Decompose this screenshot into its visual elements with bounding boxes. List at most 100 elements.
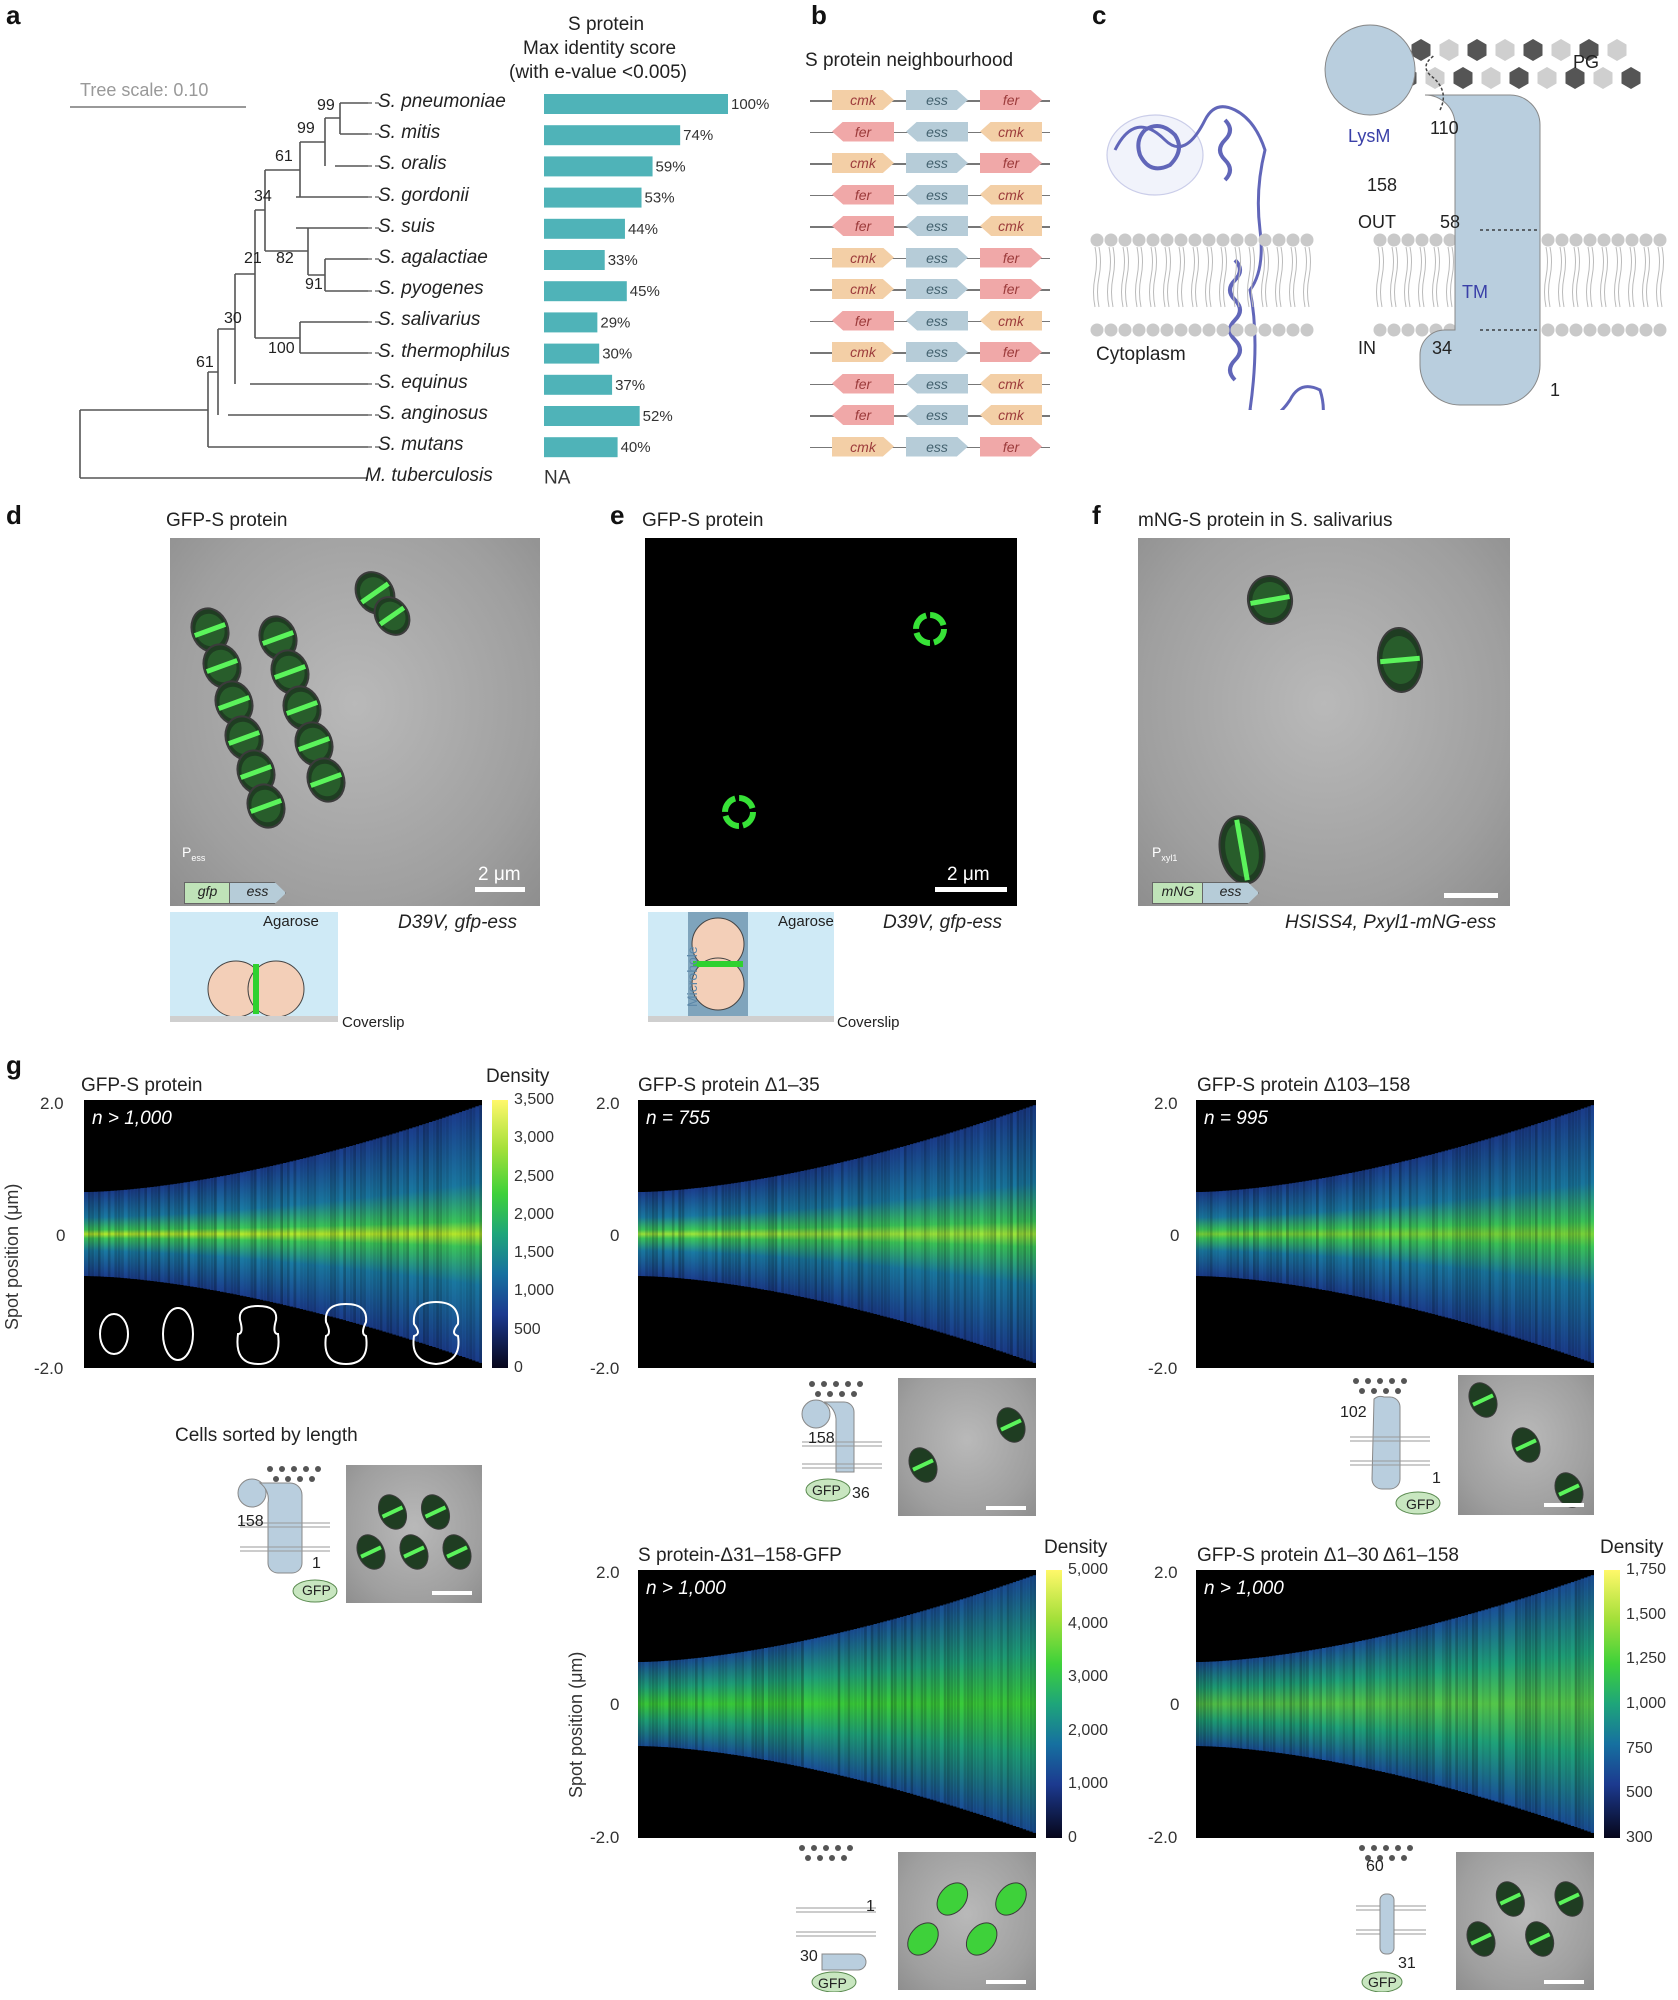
gene-ess: ess: [906, 279, 968, 299]
gene-cmk: cmk: [980, 184, 1042, 205]
identity-value-label: 52%: [643, 408, 673, 425]
identity-bar: [544, 343, 600, 364]
kymo5-schematic: [1356, 1845, 1426, 1992]
panel-label-d: d: [6, 500, 22, 530]
gene-ess: ess: [906, 342, 968, 362]
identity-bar: [544, 125, 681, 146]
kymograph-3: n = 995: [1196, 1100, 1594, 1368]
colorbar-tick: 1,250: [1626, 1650, 1667, 1668]
kymo2-n: n = 755: [646, 1108, 710, 1129]
kymo4-res-b: 1: [866, 1898, 875, 1915]
kymo1-title: GFP-S protein: [81, 1075, 203, 1096]
colorbar-tick: 3,500: [514, 1091, 555, 1108]
kymo3-res-a: 102: [1340, 1404, 1367, 1421]
panel-label-a: a: [6, 0, 21, 30]
gene-cmk: cmk: [980, 405, 1042, 425]
species-label: S. mitis: [378, 122, 441, 144]
in-label: IN: [1358, 338, 1376, 358]
tree-scale-bar: [70, 106, 246, 108]
identity-value-label: 44%: [628, 221, 658, 238]
kymo1-micrograph: [346, 1465, 482, 1603]
colorbar-tick: 1,750: [1626, 1561, 1667, 1578]
colorbar-tick: 500: [1626, 1784, 1653, 1802]
kymograph-4: n > 1,000: [638, 1570, 1036, 1838]
kymo2-micrograph: [898, 1378, 1036, 1516]
residue-1: 1: [1550, 380, 1561, 400]
identity-value-label: 33%: [608, 252, 638, 269]
kymo2-ytick-bot: -2.0: [590, 1359, 620, 1378]
kymo2-ytick-mid: 0: [610, 1226, 620, 1245]
kymo1-xlabel: Cells sorted by length: [175, 1425, 358, 1446]
identity-value-label: 45%: [630, 283, 660, 300]
colorbar-tick: 0: [1068, 1829, 1077, 1846]
panel-label-f: f: [1092, 500, 1101, 530]
colorbar-tick: 0: [514, 1359, 523, 1376]
gene-ess-d: ess: [229, 882, 286, 904]
identity-bar: [544, 437, 618, 458]
kymo4-res-a: 30: [800, 1948, 818, 1965]
identity-value-label: 40%: [621, 439, 651, 456]
gene-fer: fer: [980, 342, 1042, 362]
gene-fer: fer: [832, 405, 894, 425]
out-label: OUT: [1358, 212, 1396, 232]
strain-e: D39V, gfp-ess: [883, 912, 1002, 933]
kymo5-ytick-top: 2.0: [1154, 1563, 1178, 1582]
identity-bar: [544, 406, 640, 426]
identity-value-label: 37%: [615, 377, 645, 394]
kymo1-n: n > 1,000: [92, 1108, 172, 1129]
kymo5-ytick-bot: -2.0: [1148, 1828, 1178, 1847]
panel-label-g: g: [6, 1050, 22, 1080]
identity-value-label: 100%: [731, 96, 769, 113]
residue-158: 158: [1367, 175, 1398, 195]
gene-cmk: cmk: [832, 342, 894, 362]
coverslip-label-e: Coverslip: [837, 1014, 900, 1031]
gene-mng-f: mNG: [1152, 882, 1204, 904]
kymo3-schematic: [1350, 1378, 1441, 1515]
kymo5-title: GFP-S protein Δ1–30 Δ61–158: [1197, 1545, 1459, 1566]
kymograph-1: n > 1,000: [84, 1100, 482, 1368]
bootstrap-10: 61: [196, 354, 214, 371]
kymo4-gfp: GFP: [818, 1975, 847, 1991]
bootstrap-3: 61: [275, 148, 293, 165]
gene-fer: fer: [980, 90, 1042, 110]
tm-label: TM: [1462, 282, 1488, 302]
kymo4-ytick-mid: 0: [610, 1695, 620, 1714]
colorbar-tick: 1,000: [1626, 1695, 1667, 1712]
kymo1-ylabel: Spot position (μm): [2, 1183, 22, 1330]
kymo1-res-b: 1: [312, 1555, 321, 1572]
micrograph-e: 2 μm: [645, 538, 1017, 906]
kymo2-ytick-top: 2.0: [596, 1094, 620, 1113]
gene-ess: ess: [906, 405, 968, 425]
kymo3-ytick-bot: -2.0: [1148, 1359, 1178, 1378]
kymo3-micrograph: [1458, 1375, 1594, 1515]
kymo3-ytick-top: 2.0: [1154, 1094, 1178, 1113]
scale-label-e: 2 μm: [947, 864, 990, 885]
kymo5-res-a: 60: [1366, 1858, 1384, 1875]
colorbar-tick: 1,000: [514, 1282, 555, 1300]
species-label: S. anginosus: [378, 403, 488, 424]
species-label: S. gordonii: [378, 184, 469, 206]
residue-110: 110: [1430, 118, 1459, 138]
gene-cmk: cmk: [832, 436, 894, 457]
colorbar-tick: 3,000: [1068, 1668, 1109, 1686]
gene-fer: fer: [832, 310, 894, 331]
kymo4-schematic: [796, 1845, 876, 1992]
bootstrap-8: 30: [224, 310, 242, 327]
gene-cmk: cmk: [980, 310, 1042, 331]
identity-bar: [544, 156, 653, 177]
kymo5-ytick-mid: 0: [1170, 1695, 1180, 1714]
bootstrap-2: 99: [297, 120, 315, 137]
colorbar-tick: 3,000: [514, 1129, 555, 1147]
score-title-3: (with e-value <0.005): [509, 62, 687, 83]
kymo1-res-a: 158: [237, 1513, 264, 1530]
agarose-schematic-d: [170, 912, 338, 1022]
panel-label-c: c: [1092, 0, 1107, 30]
scale-label-d: 2 μm: [478, 864, 521, 885]
species-label: M. tuberculosis: [365, 465, 493, 487]
kymo4-title: S protein-Δ31–158-GFP: [638, 1545, 842, 1566]
lysm-label: LysM: [1348, 126, 1391, 146]
species-label: S. suis: [378, 215, 436, 237]
gene-cmk: cmk: [832, 247, 894, 268]
kymo1-density: Density: [486, 1066, 550, 1087]
kymo2-res-a: 158: [808, 1430, 835, 1447]
